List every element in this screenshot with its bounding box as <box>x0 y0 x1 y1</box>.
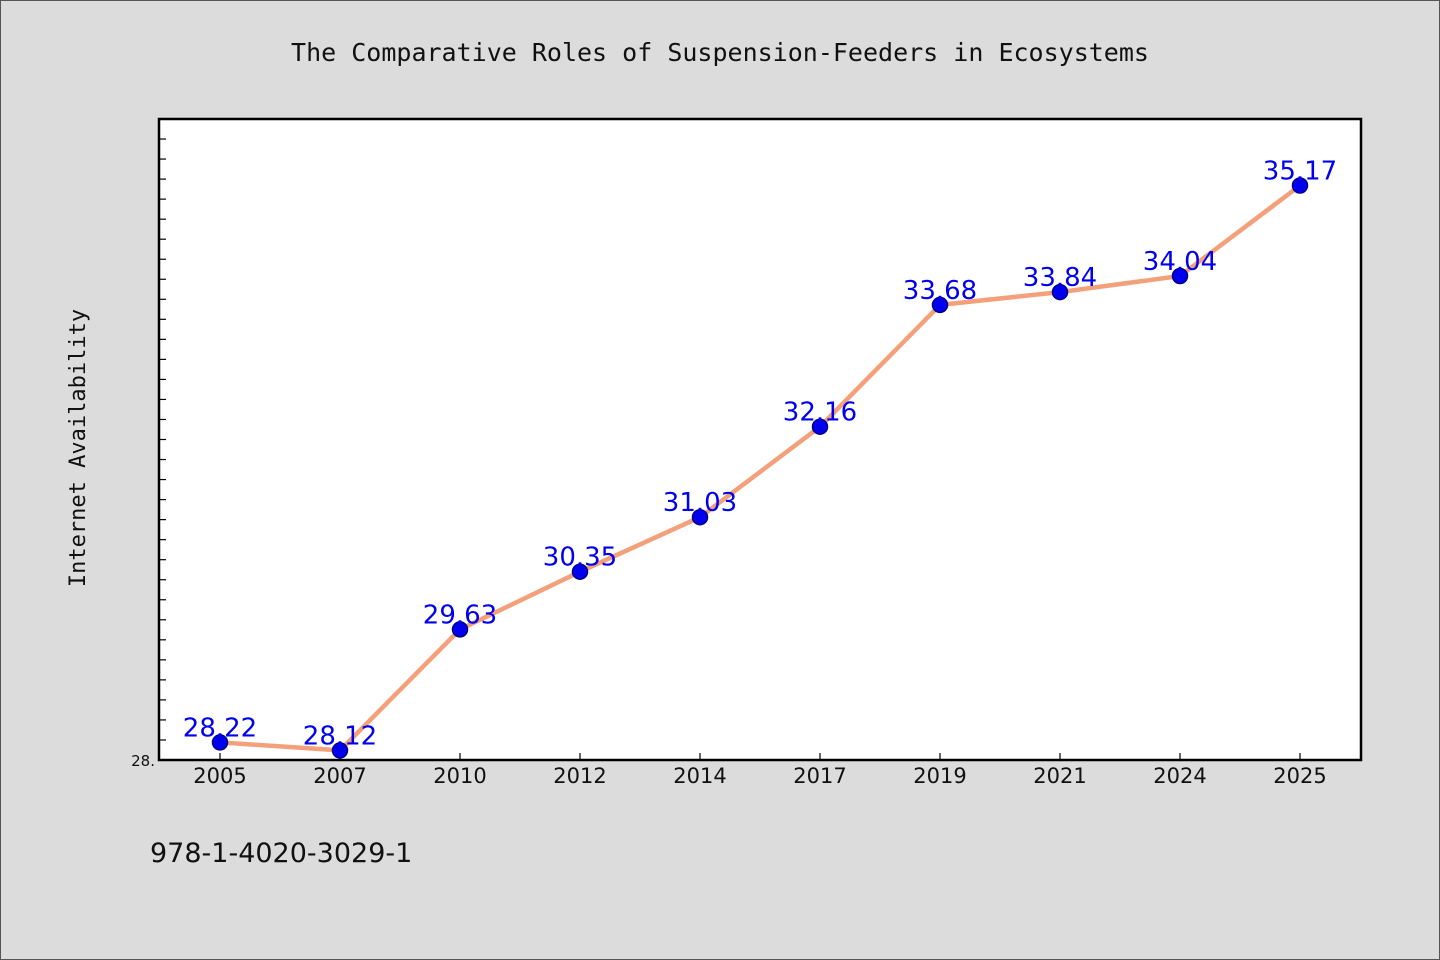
data-point-2005 <box>211 734 229 751</box>
x-tick-label: 2010 <box>433 764 486 788</box>
data-labels: 28.22 28.12 29.63 30.35 31.03 32.16 33.68 33.84… <box>183 157 1337 752</box>
x-tick-label: 2012 <box>553 764 606 788</box>
data-label-2021: 33.84 <box>1023 263 1097 293</box>
data-point-2012 <box>571 563 589 580</box>
x-tick-label: 2017 <box>793 764 846 788</box>
data-point-2019 <box>931 296 949 314</box>
data-label-2025: 35.17 <box>1263 157 1337 187</box>
y-axis-label: Internet Availability <box>66 309 91 587</box>
data-point-2025 <box>1291 177 1309 194</box>
x-tick-label: 2005 <box>193 764 246 788</box>
x-axis-ticks: 2005 2007 2010 2012 2014 2017 2019 2021 2024 2025 <box>193 753 1327 788</box>
plot-frame <box>157 117 1363 762</box>
footnote-isbn: 978-1-4020-3029-1 <box>150 838 412 869</box>
data-label-2005: 28.22 <box>183 713 257 743</box>
x-tick-label: 2021 <box>1033 764 1086 788</box>
data-label-2019: 33.68 <box>903 276 977 306</box>
x-tick-label: 2014 <box>673 764 726 788</box>
data-point-2024 <box>1171 267 1189 285</box>
data-point-2010 <box>451 621 469 638</box>
data-label-2017: 32.16 <box>783 398 857 428</box>
chart-title: The Comparative Roles of Suspension-Feed… <box>291 38 1149 67</box>
x-tick-label: 2024 <box>1153 764 1206 788</box>
series-markers <box>211 177 1309 759</box>
x-tick-label: 2025 <box>1273 764 1326 788</box>
y-tick-label: 28. <box>131 752 155 770</box>
x-tick-label: 2019 <box>913 764 966 788</box>
data-point-2014 <box>691 508 709 526</box>
data-point-2021 <box>1051 283 1069 301</box>
x-tick-label: 2007 <box>313 764 366 788</box>
data-point-2017 <box>811 418 829 435</box>
data-label-2014: 31.03 <box>663 488 737 518</box>
data-point-2007 <box>331 742 349 759</box>
data-label-2024: 34.04 <box>1143 247 1217 277</box>
data-label-2012: 30.35 <box>543 543 617 573</box>
data-label-2007: 28.12 <box>303 721 377 751</box>
plot-area <box>159 119 1361 760</box>
series-line <box>217 183 1303 753</box>
data-label-2010: 29.63 <box>423 600 497 630</box>
